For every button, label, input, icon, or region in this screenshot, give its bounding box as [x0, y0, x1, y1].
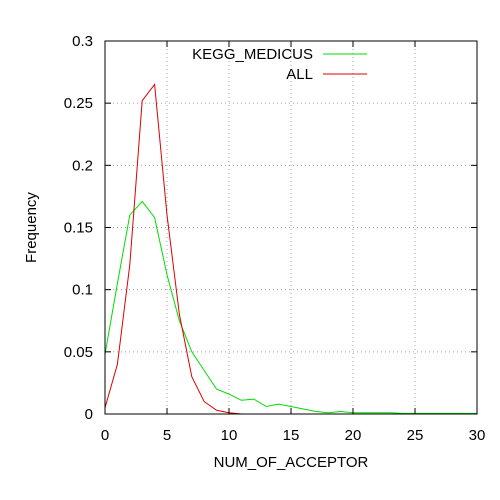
y-tick-label: 0.25: [64, 95, 93, 112]
series-line-all: [104, 83, 242, 415]
x-axis-title: NUM_OF_ACCEPTOR: [214, 454, 369, 471]
legend-label: ALL: [286, 66, 313, 83]
legend-label: KEGG_MEDICUS: [192, 46, 313, 63]
y-tick-label: 0: [85, 406, 93, 423]
x-tick-label: 25: [407, 427, 424, 444]
y-axis-title: Frequency: [23, 192, 40, 263]
x-tick-labels: 0 5 10 15 20 25 30: [101, 427, 486, 444]
y-tick-label: 0.15: [64, 220, 93, 237]
x-tick-label: 0: [101, 427, 109, 444]
x-tick-label: 20: [345, 427, 362, 444]
x-tick-label: 5: [163, 427, 171, 444]
y-tick-label: 0.1: [72, 282, 93, 299]
x-tick-label: 30: [469, 427, 486, 444]
x-tick-label: 10: [221, 427, 238, 444]
y-tick-labels: 0 0.05 0.1 0.15 0.2 0.25 0.3: [64, 33, 93, 423]
y-tick-label: 0.05: [64, 344, 93, 361]
grid: [105, 41, 477, 414]
ticks: [104, 40, 478, 415]
legend: KEGG_MEDICUS ALL: [192, 46, 367, 83]
x-tick-label: 15: [283, 427, 300, 444]
y-tick-label: 0.3: [72, 33, 93, 50]
y-tick-label: 0.2: [72, 157, 93, 174]
